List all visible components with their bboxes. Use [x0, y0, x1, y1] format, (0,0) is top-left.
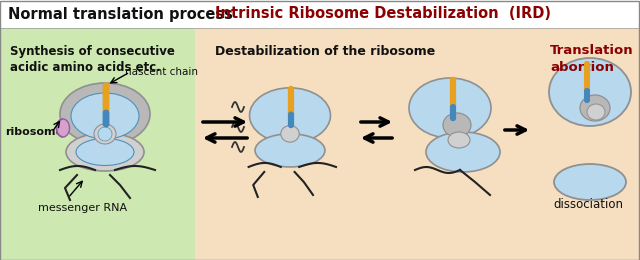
Circle shape	[103, 97, 109, 102]
Ellipse shape	[426, 132, 500, 172]
Ellipse shape	[554, 164, 626, 200]
Circle shape	[289, 112, 294, 117]
Text: nascent chain: nascent chain	[125, 67, 198, 77]
Circle shape	[584, 98, 589, 102]
Circle shape	[289, 94, 294, 99]
Circle shape	[451, 77, 456, 82]
Circle shape	[451, 99, 456, 104]
Circle shape	[289, 87, 294, 92]
Circle shape	[584, 64, 589, 69]
Circle shape	[103, 110, 109, 116]
Text: Intrinsic Ribosome Destabilization  (IRD): Intrinsic Ribosome Destabilization (IRD)	[215, 6, 551, 22]
Ellipse shape	[255, 134, 325, 167]
Circle shape	[103, 89, 109, 94]
Circle shape	[584, 74, 589, 79]
Circle shape	[289, 115, 294, 120]
Circle shape	[584, 77, 589, 81]
Circle shape	[103, 94, 109, 100]
Circle shape	[289, 105, 294, 109]
Circle shape	[584, 71, 589, 75]
Circle shape	[103, 83, 109, 89]
Circle shape	[584, 95, 589, 99]
Circle shape	[289, 89, 294, 94]
Circle shape	[584, 92, 589, 96]
Circle shape	[103, 102, 109, 108]
Circle shape	[103, 108, 109, 113]
Circle shape	[584, 80, 589, 84]
Ellipse shape	[76, 139, 134, 166]
Circle shape	[451, 96, 456, 101]
Circle shape	[451, 115, 456, 120]
Ellipse shape	[443, 113, 471, 137]
Circle shape	[289, 92, 294, 97]
Circle shape	[584, 86, 589, 90]
Circle shape	[584, 62, 589, 66]
Ellipse shape	[587, 104, 605, 120]
Circle shape	[451, 110, 456, 115]
Ellipse shape	[94, 124, 116, 144]
Circle shape	[451, 113, 456, 118]
Text: Synthesis of consecutive
acidic amino acids etc.: Synthesis of consecutive acidic amino ac…	[10, 45, 175, 74]
Circle shape	[103, 116, 109, 121]
Ellipse shape	[580, 95, 610, 121]
Ellipse shape	[409, 78, 491, 138]
Circle shape	[584, 89, 589, 93]
Circle shape	[451, 91, 456, 96]
Circle shape	[103, 91, 109, 97]
Circle shape	[289, 120, 294, 125]
Circle shape	[451, 83, 456, 88]
Text: messenger RNA: messenger RNA	[38, 203, 127, 213]
Circle shape	[103, 86, 109, 92]
Bar	[0, 28, 195, 260]
Ellipse shape	[98, 127, 112, 141]
Ellipse shape	[250, 88, 330, 143]
Circle shape	[103, 113, 109, 119]
Text: Destabilization of the ribosome: Destabilization of the ribosome	[215, 45, 435, 58]
Text: ribosome: ribosome	[5, 127, 63, 137]
Ellipse shape	[281, 126, 300, 142]
Circle shape	[584, 83, 589, 87]
Text: Normal translation process: Normal translation process	[8, 6, 233, 22]
Circle shape	[289, 110, 294, 115]
Ellipse shape	[56, 119, 70, 137]
Circle shape	[451, 86, 456, 91]
Circle shape	[103, 121, 109, 127]
Circle shape	[289, 102, 294, 107]
Bar	[0, 0, 640, 28]
Circle shape	[451, 88, 456, 93]
Circle shape	[103, 100, 109, 105]
Ellipse shape	[60, 83, 150, 145]
Circle shape	[289, 122, 294, 127]
Ellipse shape	[71, 93, 139, 139]
Text: dissociation: dissociation	[553, 198, 623, 211]
Circle shape	[289, 99, 294, 104]
Circle shape	[103, 105, 109, 110]
Bar	[195, 28, 640, 260]
Ellipse shape	[448, 132, 470, 148]
Ellipse shape	[66, 133, 144, 171]
Ellipse shape	[549, 58, 631, 126]
Circle shape	[103, 119, 109, 124]
Circle shape	[289, 97, 294, 102]
Text: Translation
abortion: Translation abortion	[550, 44, 634, 74]
Circle shape	[584, 68, 589, 72]
Circle shape	[451, 94, 456, 99]
Circle shape	[289, 107, 294, 112]
Circle shape	[451, 107, 456, 112]
Circle shape	[451, 80, 456, 85]
Circle shape	[451, 105, 456, 110]
Circle shape	[451, 102, 456, 107]
Circle shape	[289, 117, 294, 122]
